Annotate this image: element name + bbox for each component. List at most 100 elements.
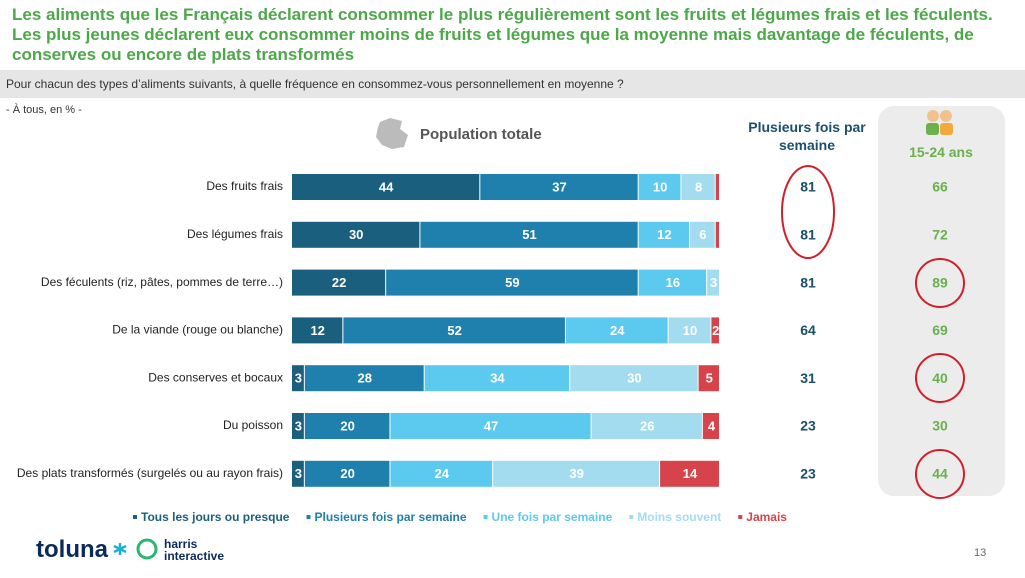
bar-segment xyxy=(638,174,681,200)
value-label: 22 xyxy=(332,275,346,290)
value-label: 26 xyxy=(640,418,654,433)
column-title: Plusieurs fois par semaine xyxy=(748,119,866,153)
bar-segment xyxy=(638,269,707,296)
bar-segment xyxy=(292,221,420,248)
value-label: 30 xyxy=(349,227,363,242)
category-label: Des plats transformés (surgelés ou au ra… xyxy=(17,466,283,480)
legend-label: Jamais xyxy=(746,510,787,524)
column-value: 40 xyxy=(932,370,948,386)
bar-segment xyxy=(480,174,638,200)
bar-segment xyxy=(698,365,719,392)
bar-segment xyxy=(681,174,715,200)
column-value: 44 xyxy=(932,466,948,482)
value-label: 4 xyxy=(708,418,716,433)
partner-logo: harris interactive xyxy=(164,537,225,563)
value-label: 59 xyxy=(505,275,519,290)
youth-panel xyxy=(878,106,1005,496)
legend-label: Moins souvent xyxy=(637,510,721,524)
question: Pour chacun des types d’aliments suivant… xyxy=(6,77,624,91)
value-label: 47 xyxy=(484,418,498,433)
logo-ring xyxy=(136,538,158,560)
value-label: 34 xyxy=(490,371,505,386)
bar-segment xyxy=(292,174,480,200)
bar-segment xyxy=(420,221,638,248)
bar-segment xyxy=(570,365,698,392)
value-label: 3 xyxy=(710,275,717,290)
value-label: 28 xyxy=(358,371,372,386)
chart-title: Population totale xyxy=(420,126,542,143)
bar-segment xyxy=(292,269,386,296)
column-value: 81 xyxy=(800,227,816,243)
column-value: 72 xyxy=(932,227,948,243)
legend-swatch xyxy=(483,515,488,519)
legend-swatch xyxy=(738,515,743,519)
column-value: 89 xyxy=(932,274,948,290)
highlight-circle xyxy=(915,353,965,403)
bar-segment xyxy=(292,413,304,439)
value-label: 10 xyxy=(683,323,697,338)
value-label: 6 xyxy=(699,227,706,242)
legend-swatch xyxy=(306,515,311,519)
value-label: 3 xyxy=(295,418,302,433)
bar-segment xyxy=(707,269,719,296)
value-label: 24 xyxy=(435,466,450,481)
value-label: 30 xyxy=(627,371,641,386)
category-label: De la viande (rouge ou blanche) xyxy=(112,323,283,337)
value-label: 39 xyxy=(569,466,583,481)
value-label: 3 xyxy=(295,371,302,386)
column-value: 31 xyxy=(800,370,816,386)
legend-label: Tous les jours ou presque xyxy=(141,510,290,524)
value-label: 12 xyxy=(310,323,324,338)
highlight-circle xyxy=(781,165,835,259)
legend-swatch xyxy=(133,515,137,519)
bar-segment xyxy=(591,413,702,439)
column-value: 23 xyxy=(800,466,816,482)
youth-icon xyxy=(926,110,953,135)
value-label: 14 xyxy=(683,466,698,481)
value-label: 52 xyxy=(447,323,461,338)
bar-segment xyxy=(715,174,719,200)
highlight-circle xyxy=(915,258,965,308)
category-label: Des fruits frais xyxy=(206,179,283,193)
column-value: 69 xyxy=(932,322,948,338)
highlight-circle xyxy=(915,449,965,499)
legend-label: Plusieurs fois par semaine xyxy=(314,510,466,524)
bar-segment xyxy=(292,365,304,392)
category-label: Des légumes frais xyxy=(187,227,283,241)
category-label: Des féculents (riz, pâtes, pommes de ter… xyxy=(41,275,283,289)
value-label: 37 xyxy=(552,179,566,194)
bar-segment xyxy=(390,460,493,487)
bar-segment xyxy=(711,317,719,344)
column-value: 23 xyxy=(800,418,816,434)
value-label: 24 xyxy=(610,323,625,338)
value-label: 3 xyxy=(295,466,302,481)
category-label: Des conserves et bocaux xyxy=(148,370,283,384)
value-label: 5 xyxy=(706,371,713,386)
question-band xyxy=(0,70,1025,98)
bar-segment xyxy=(292,460,304,487)
value-label: 51 xyxy=(522,227,536,242)
bar-segment xyxy=(292,317,343,344)
bar-segment xyxy=(424,365,570,392)
column-value: 81 xyxy=(800,274,816,290)
column-value: 30 xyxy=(932,418,948,434)
bar-segment xyxy=(304,413,390,439)
column-value: 64 xyxy=(800,322,816,338)
bar-segment xyxy=(668,317,711,344)
legend-swatch xyxy=(629,515,634,519)
bar-segment xyxy=(386,269,638,296)
value-label: 8 xyxy=(695,179,702,194)
france-icon xyxy=(376,118,408,149)
bar-segment xyxy=(493,460,660,487)
slide-title: Les aliments que les Français déclarent … xyxy=(12,5,993,64)
column-value: 81 xyxy=(800,179,816,195)
page-number: 13 xyxy=(974,547,987,559)
column-title: 15-24 ans xyxy=(909,144,973,160)
bar-segment xyxy=(304,460,390,487)
bar-segment xyxy=(390,413,591,439)
brand-logo: toluna xyxy=(36,536,108,563)
value-label: 44 xyxy=(379,179,394,194)
value-label: 2 xyxy=(712,323,719,338)
